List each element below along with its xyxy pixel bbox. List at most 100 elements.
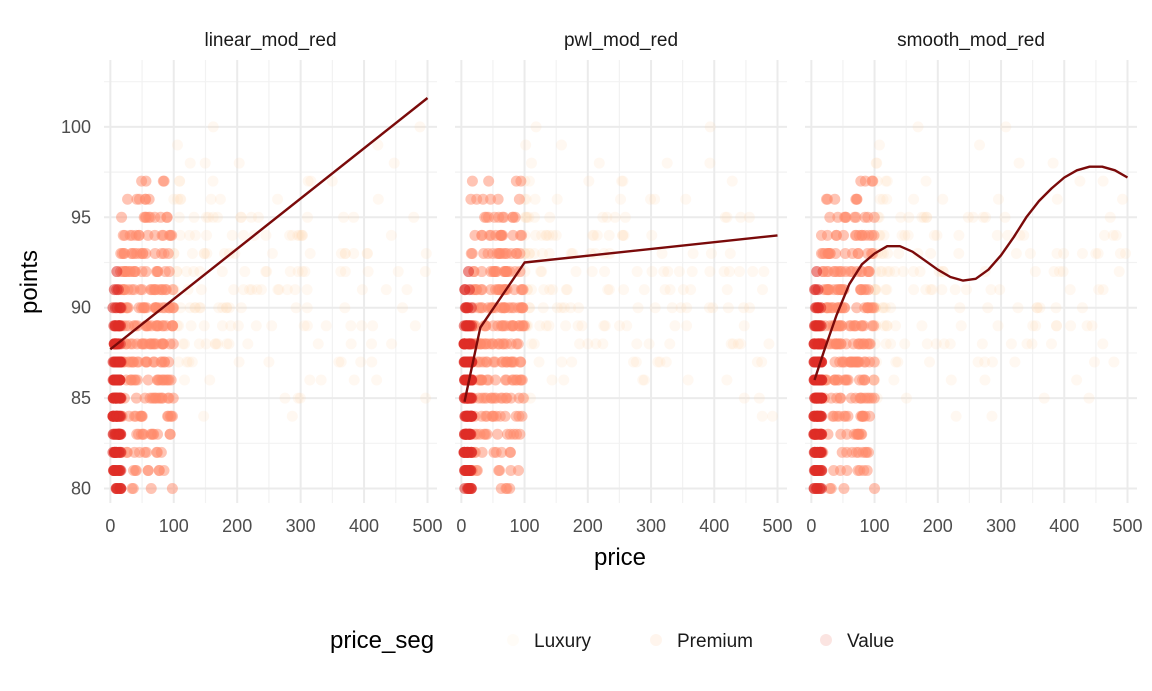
data-point-luxury [719,211,731,223]
x-tick-label: 300 [986,516,1016,536]
data-point-luxury [1058,247,1070,259]
data-point-luxury [1064,284,1076,296]
data-point-luxury [171,139,183,151]
data-point-luxury [1031,302,1043,314]
data-point-luxury [734,266,746,278]
data-point-luxury [574,338,586,350]
data-point-luxury [523,247,535,259]
data-point-value [813,410,825,422]
data-point-premium [855,175,867,187]
data-point-luxury [747,266,759,278]
data-point-premium [465,247,477,259]
data-point-luxury [521,211,533,223]
data-point-luxury [638,284,650,296]
data-point-luxury [388,157,400,169]
data-point-premium [136,266,148,278]
data-point-luxury [273,284,285,296]
data-point-value [114,428,126,440]
data-point-luxury [723,266,735,278]
data-point-luxury [1120,247,1132,259]
data-point-luxury [183,229,195,241]
data-point-value [811,266,823,278]
x-tick-label: 500 [412,516,442,536]
data-point-luxury [420,392,432,404]
data-point-luxury [1050,320,1062,332]
data-point-luxury [1086,320,1098,332]
facet-panel-3: smooth_mod_red 0 100 200 300 400 500 [805,30,1143,536]
data-point-luxury [925,247,937,259]
data-point-value [809,338,821,350]
data-point-premium [142,374,154,386]
data-point-luxury [301,302,313,314]
data-point-luxury [632,302,644,314]
data-point-premium [500,392,512,404]
data-point-luxury [880,284,892,296]
data-point-luxury [588,229,600,241]
data-point-value [115,483,127,495]
data-point-premium [145,483,157,495]
data-point-luxury [628,356,640,368]
data-point-luxury [885,302,897,314]
data-point-luxury [335,247,347,259]
data-point-luxury [686,266,698,278]
data-point-luxury [576,320,588,332]
data-point-luxury [221,302,233,314]
data-point-luxury [928,229,940,241]
data-point-luxury [645,193,657,205]
data-point-luxury [293,229,305,241]
data-point-luxury [921,211,933,223]
data-point-premium [116,211,128,223]
data-point-value [810,464,822,476]
data-point-premium [149,229,161,241]
data-point-luxury [244,284,256,296]
x-tick-label: 200 [222,516,252,536]
data-point-luxury [339,247,351,259]
data-point-premium [507,211,519,223]
data-point-luxury [744,302,756,314]
data-point-luxury [985,284,997,296]
data-point-luxury [544,284,556,296]
data-point-value [814,483,826,495]
data-point-luxury [591,229,603,241]
data-point-premium [821,229,833,241]
data-point-luxury [900,392,912,404]
data-point-premium [148,356,160,368]
data-point-luxury [944,338,956,350]
data-point-luxury [593,157,605,169]
data-point-premium [828,464,840,476]
data-point-luxury [177,338,189,350]
data-point-luxury [356,320,368,332]
data-point-luxury [1010,247,1022,259]
data-point-luxury [597,211,609,223]
data-point-premium [505,464,517,476]
data-point-premium [517,284,529,296]
data-point-luxury [1005,338,1017,350]
data-point-premium [850,211,862,223]
data-point-luxury [260,229,272,241]
data-point-luxury [199,157,211,169]
data-point-premium [144,211,156,223]
data-point-luxury [194,302,206,314]
data-point-luxury [721,211,733,223]
legend-label-value: Value [847,631,894,652]
data-point-luxury [659,284,671,296]
data-point-luxury [705,247,717,259]
data-point-luxury [991,229,1003,241]
y-axis-title: points [16,250,43,314]
data-point-luxury [703,302,715,314]
data-point-luxury [409,320,421,332]
data-point-luxury [877,193,889,205]
data-point-value [109,356,121,368]
data-point-luxury [673,266,685,278]
data-point-luxury [210,338,222,350]
data-point-luxury [194,302,206,314]
data-point-luxury [181,266,193,278]
data-point-luxury [304,374,316,386]
data-point-luxury [1031,302,1043,314]
data-point-luxury [221,338,233,350]
data-point-premium [161,211,173,223]
data-point-luxury [345,338,357,350]
data-point-luxury [223,302,235,314]
data-point-premium [845,320,857,332]
data-point-luxury [908,193,920,205]
